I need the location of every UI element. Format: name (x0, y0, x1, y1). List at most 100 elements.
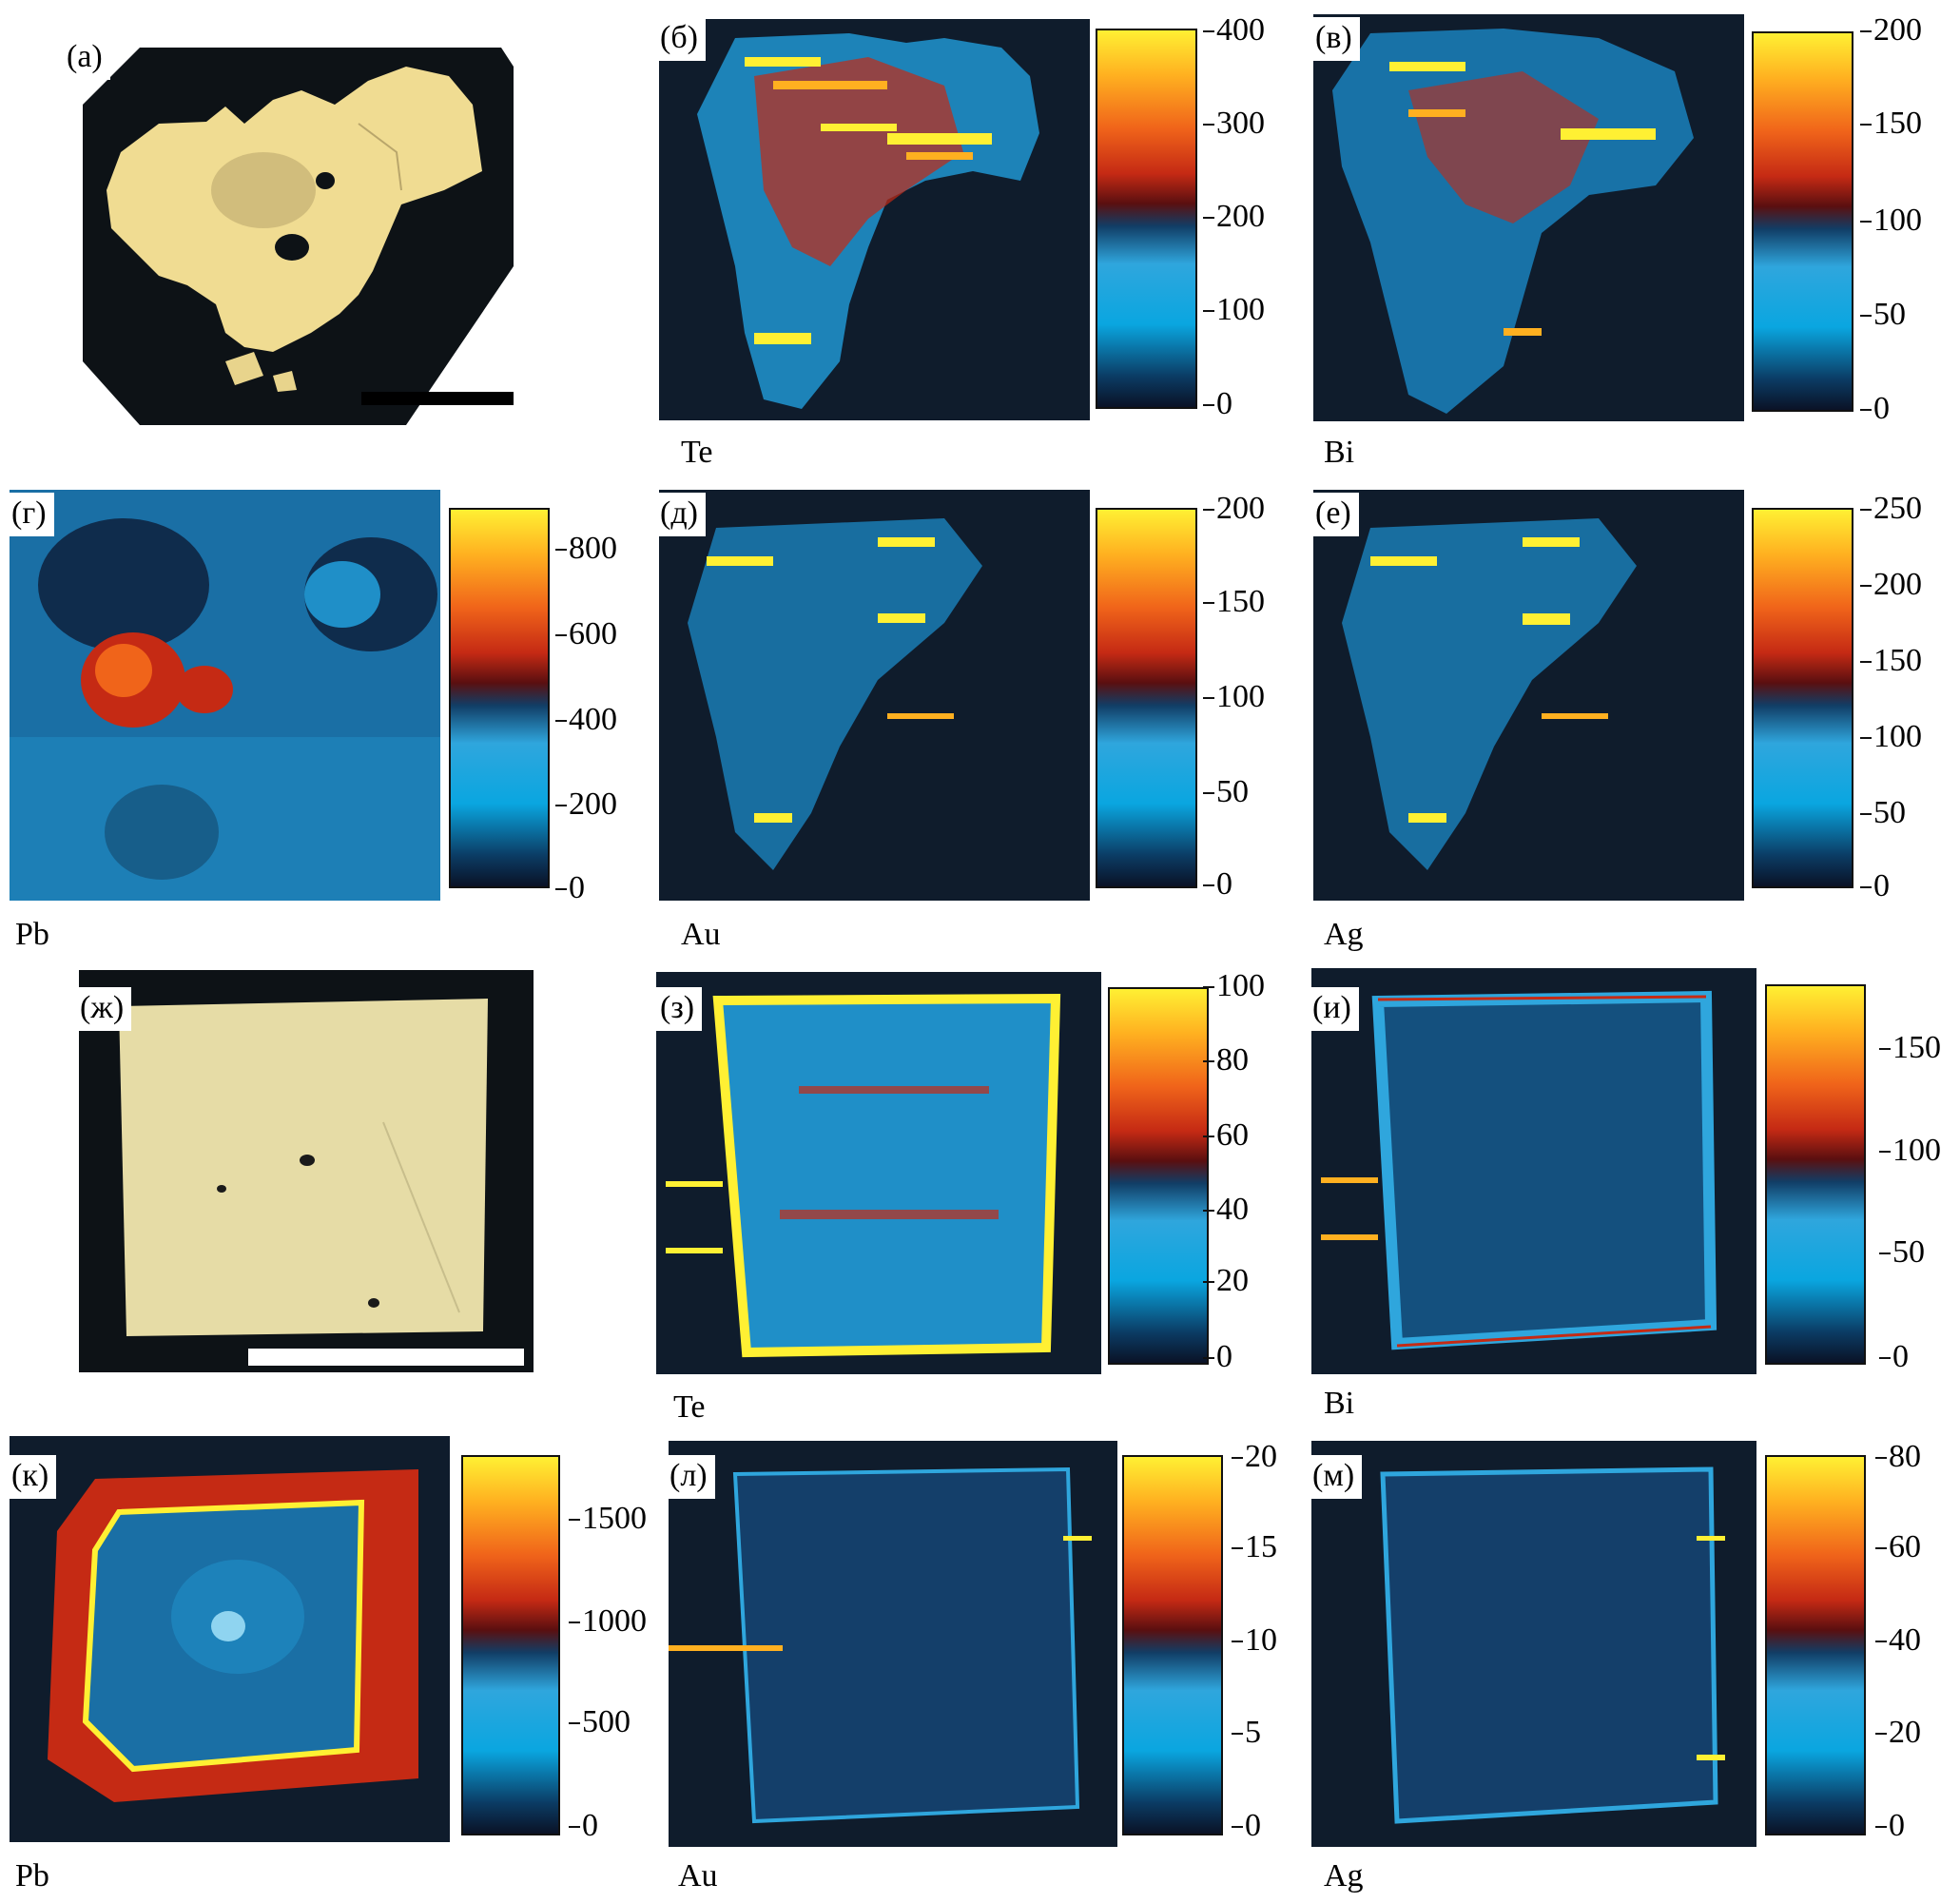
colorbar-i (1765, 984, 1866, 1365)
tick-m-2: 40 (1875, 1622, 1921, 1658)
te-map-image-1 (659, 19, 1090, 420)
tick-l-4: 0 (1232, 1808, 1261, 1843)
tick-e-2: 150 (1860, 643, 1922, 678)
tick-z-3: 40 (1203, 1192, 1249, 1227)
colorbar-v (1752, 31, 1853, 412)
tick-z-4: 20 (1203, 1263, 1249, 1298)
tick-d-3: 50 (1203, 774, 1249, 809)
element-label-z: Te (673, 1389, 706, 1425)
mineral-photo-a-image (83, 48, 514, 425)
panel-label-zh: (ж) (76, 987, 132, 1031)
tick-m-3: 20 (1875, 1715, 1921, 1750)
colorbar-b (1096, 29, 1197, 409)
element-map-au-2 (669, 1441, 1117, 1847)
au-map-image-2 (669, 1441, 1117, 1847)
tick-g-0: 800 (555, 531, 617, 566)
tick-z-0: 100 (1203, 968, 1265, 1003)
element-map-pb-1 (10, 490, 440, 901)
tick-z-2: 60 (1203, 1117, 1249, 1153)
element-map-ag-2 (1311, 1441, 1756, 1847)
tick-v-3: 50 (1860, 297, 1906, 332)
element-label-e: Ag (1324, 917, 1364, 952)
element-map-ag-1 (1313, 490, 1744, 901)
panel-label-k: (к) (8, 1455, 57, 1499)
colorbar-d (1096, 508, 1197, 888)
panel-label-i: (и) (1309, 987, 1359, 1031)
tick-v-0: 200 (1860, 12, 1922, 48)
tick-i-3: 0 (1879, 1339, 1909, 1374)
tick-m-1: 60 (1875, 1529, 1921, 1564)
colorbar-g (449, 508, 550, 888)
panel-label-a: (а) (63, 36, 110, 80)
tick-b-1: 300 (1203, 106, 1265, 141)
tick-g-1: 600 (555, 616, 617, 651)
tick-i-0: 150 (1879, 1030, 1941, 1065)
colorbar-l (1122, 1455, 1223, 1835)
tick-e-4: 50 (1860, 795, 1906, 830)
element-label-g: Pb (15, 917, 49, 952)
panel-label-v: (в) (1311, 17, 1360, 61)
pb-map-image-2 (10, 1436, 450, 1842)
colorbar-k (461, 1455, 560, 1835)
element-map-bi-2 (1311, 968, 1756, 1374)
element-label-v: Bi (1324, 435, 1355, 470)
panel-label-d: (д) (656, 493, 706, 536)
pb-map-image-1 (10, 490, 440, 901)
panel-label-m: (м) (1309, 1455, 1363, 1499)
tick-d-4: 0 (1203, 866, 1232, 902)
tick-i-2: 50 (1879, 1234, 1925, 1270)
tick-z-1: 80 (1203, 1042, 1249, 1078)
element-label-k: Pb (15, 1858, 49, 1893)
tick-b-2: 200 (1203, 199, 1265, 234)
tick-g-3: 200 (555, 786, 617, 822)
tick-e-5: 0 (1860, 868, 1890, 903)
mineral-photo-zh (79, 970, 534, 1372)
panel-label-l: (л) (666, 1455, 715, 1499)
mineral-photo-a (83, 48, 514, 425)
panel-label-b: (б) (656, 17, 706, 61)
ag-map-image-1 (1313, 490, 1744, 901)
element-label-m: Ag (1324, 1858, 1364, 1893)
element-map-te-2 (656, 972, 1101, 1374)
tick-m-0: 80 (1875, 1439, 1921, 1474)
bi-map-image-1 (1313, 14, 1744, 421)
tick-k-0: 1500 (569, 1501, 647, 1536)
colorbar-m (1765, 1455, 1866, 1835)
au-map-image-1 (659, 490, 1090, 901)
tick-k-2: 500 (569, 1704, 631, 1739)
element-label-l: Au (678, 1858, 718, 1893)
tick-d-2: 100 (1203, 679, 1265, 714)
element-label-d: Au (681, 917, 721, 952)
tick-k-1: 1000 (569, 1603, 647, 1639)
tick-l-1: 15 (1232, 1529, 1277, 1564)
tick-g-2: 400 (555, 702, 617, 737)
tick-b-3: 100 (1203, 292, 1265, 327)
tick-z-5: 0 (1203, 1339, 1232, 1374)
tick-b-4: 0 (1203, 386, 1232, 421)
panel-label-e: (е) (1311, 493, 1359, 536)
element-label-i: Bi (1324, 1386, 1355, 1421)
tick-e-1: 200 (1860, 567, 1922, 602)
colorbar-e (1752, 508, 1853, 888)
panel-label-z: (з) (656, 987, 703, 1031)
mineral-photo-zh-image (79, 970, 534, 1372)
tick-k-3: 0 (569, 1808, 598, 1843)
tick-d-1: 150 (1203, 584, 1265, 619)
element-map-bi-1 (1313, 14, 1744, 421)
tick-m-4: 0 (1875, 1808, 1905, 1843)
tick-l-0: 20 (1232, 1439, 1277, 1474)
colorbar-z (1108, 987, 1209, 1365)
panel-label-g: (г) (8, 493, 54, 536)
element-map-au-1 (659, 490, 1090, 901)
tick-g-4: 0 (555, 870, 585, 905)
tick-e-0: 250 (1860, 491, 1922, 526)
tick-v-4: 0 (1860, 391, 1890, 426)
tick-l-2: 10 (1232, 1622, 1277, 1658)
element-map-pb-2 (10, 1436, 450, 1842)
tick-l-3: 5 (1232, 1715, 1261, 1750)
tick-b-0: 400 (1203, 12, 1265, 48)
tick-v-2: 100 (1860, 203, 1922, 238)
tick-i-1: 100 (1879, 1133, 1941, 1168)
tick-d-0: 200 (1203, 491, 1265, 526)
tick-v-1: 150 (1860, 106, 1922, 141)
